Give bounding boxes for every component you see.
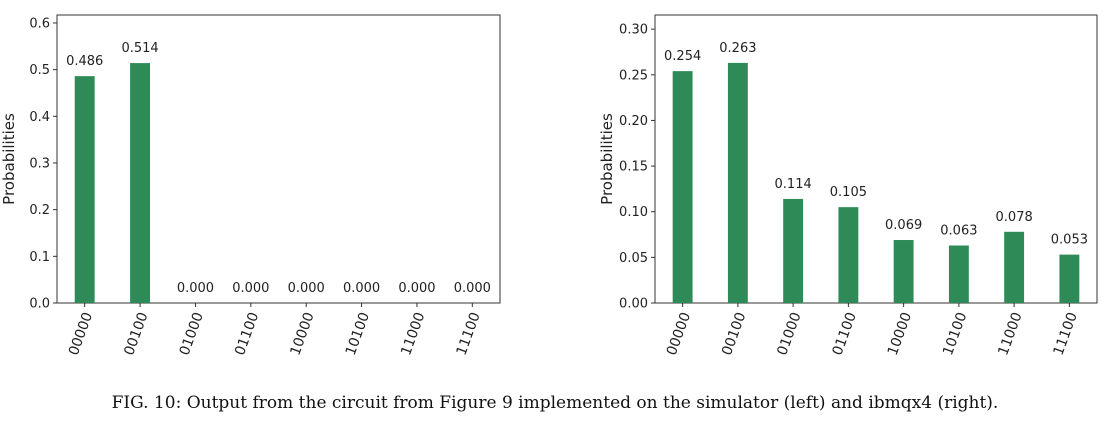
bar <box>1059 254 1080 303</box>
chart-ibmqx4: 0.00 0.05 0.10 0.15 0.20 0.25 0.30 Probabilitie… <box>598 14 1098 358</box>
y-tick-label: 0.25 <box>619 68 648 83</box>
y-tick-label: 0.4 <box>29 110 50 125</box>
x-tick-label: 11000 <box>398 310 428 357</box>
y-tick-label: 0.0 <box>29 297 50 312</box>
x-tick-label: 00100 <box>121 310 151 357</box>
y-tick-label: 0.1 <box>29 250 50 265</box>
bar-value-label: 0.000 <box>288 281 325 296</box>
bar <box>130 63 151 304</box>
x-tick-label: 10000 <box>287 310 317 357</box>
bar-value-label: 0.114 <box>775 177 812 192</box>
bar-value-label: 0.263 <box>719 41 756 56</box>
x-tick-label: 01000 <box>177 310 207 357</box>
bar-value-label: 0.078 <box>996 210 1033 225</box>
x-tick-label: 01100 <box>232 310 262 357</box>
bar-value-label: 0.105 <box>830 185 867 200</box>
x-tick-label: 00100 <box>719 310 749 357</box>
bar-value-label: 0.254 <box>664 49 701 64</box>
bar <box>893 240 914 303</box>
bar-value-label: 0.000 <box>343 281 380 296</box>
y-tick-label: 0.30 <box>619 23 648 38</box>
y-tick-label: 0.10 <box>619 205 648 220</box>
bar-value-label: 0.069 <box>885 218 922 233</box>
bar-value-label: 0.000 <box>454 281 491 296</box>
bar-value-label: 0.053 <box>1051 233 1088 248</box>
figure-caption: FIG. 10: Output from the circuit from Fi… <box>111 393 999 413</box>
bar-value-label: 0.063 <box>940 223 977 238</box>
x-tick-label: 10100 <box>940 310 970 357</box>
plot-frame <box>56 14 501 304</box>
bar <box>74 76 95 303</box>
x-tick-label: 11100 <box>1051 310 1081 357</box>
x-tick-label: 00000 <box>66 310 96 357</box>
x-tick-label: 01000 <box>774 310 804 357</box>
bar-value-label: 0.486 <box>66 54 103 69</box>
x-tick-label: 00000 <box>664 310 694 357</box>
x-tick-label: 11000 <box>995 310 1025 357</box>
chart-simulator: 0.0 0.1 0.2 0.3 0.4 0.5 0.6 Probabilities 0.486 0… <box>0 14 501 358</box>
bar <box>672 71 693 303</box>
y-tick-label: 0.2 <box>29 203 50 218</box>
y-tick-label: 0.5 <box>29 63 50 78</box>
plot-frame <box>654 14 1098 304</box>
y-tick-label: 0.20 <box>619 114 648 129</box>
bar <box>948 245 969 303</box>
bar <box>783 198 804 303</box>
y-tick-label: 0.6 <box>29 16 50 31</box>
y-axis-label: Probabilities <box>598 113 616 205</box>
bar-value-label: 0.514 <box>121 41 158 56</box>
x-tick-label: 10000 <box>885 310 915 357</box>
bar <box>727 62 748 303</box>
y-axis-label: Probabilities <box>0 113 18 205</box>
x-tick-label: 10100 <box>343 310 373 357</box>
y-tick-label: 0.15 <box>619 160 648 175</box>
bar <box>838 207 859 303</box>
y-tick-label: 0.05 <box>619 251 648 266</box>
y-tick-label: 0.3 <box>29 156 50 171</box>
bar-value-label: 0.000 <box>398 281 435 296</box>
x-tick-label: 01100 <box>830 310 860 357</box>
x-tick-label: 11100 <box>454 310 484 357</box>
bar-value-label: 0.000 <box>177 281 214 296</box>
bar-value-label: 0.000 <box>232 281 269 296</box>
y-tick-label: 0.00 <box>619 297 648 312</box>
bar <box>1004 231 1025 303</box>
